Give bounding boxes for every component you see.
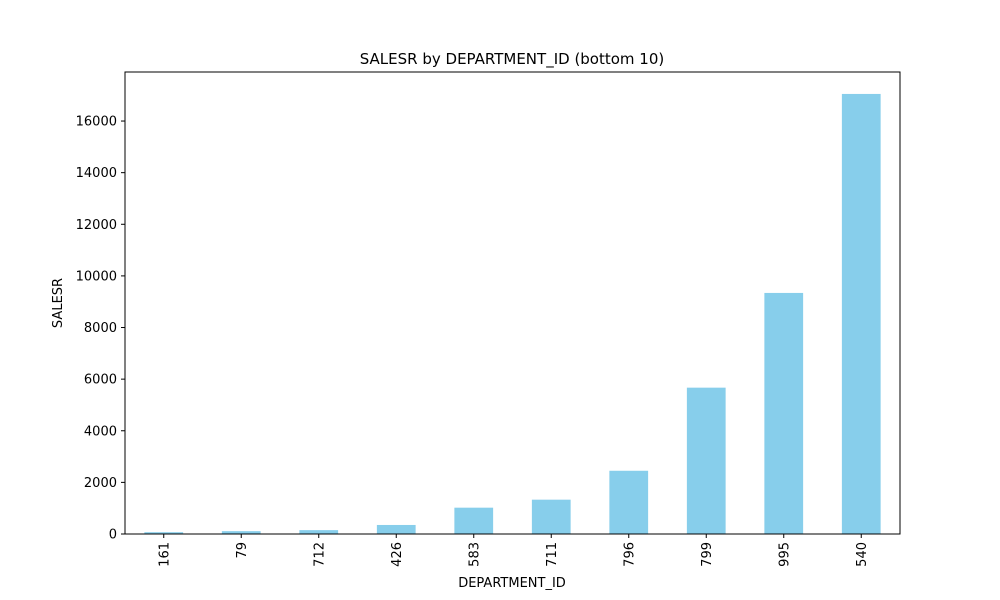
y-tick-label: 14000 bbox=[76, 166, 117, 181]
plot-frame bbox=[124, 71, 901, 535]
y-axis-label: SALESR bbox=[51, 278, 66, 328]
y-tick-label: 12000 bbox=[76, 218, 117, 233]
bar bbox=[609, 470, 649, 534]
chart-title: SALESR by DEPARTMENT_ID (bottom 10) bbox=[360, 50, 665, 69]
y-tick-label: 10000 bbox=[76, 269, 117, 284]
plot-area: 0 2000 4000 6000 8000 10000 12000 14000 16000 161… bbox=[76, 71, 901, 567]
bar bbox=[376, 524, 416, 534]
y-tick-label: 4000 bbox=[84, 424, 117, 439]
y-tick-label: 2000 bbox=[84, 476, 117, 491]
y-tick-label: 6000 bbox=[84, 373, 117, 388]
x-tick-label: 583 bbox=[467, 542, 482, 567]
x-tick-label: 79 bbox=[235, 542, 250, 559]
y-tick-label: 8000 bbox=[84, 321, 117, 336]
x-tick-label: 426 bbox=[390, 542, 405, 567]
x-tick-label: 712 bbox=[312, 542, 327, 567]
x-tick-label: 799 bbox=[700, 542, 715, 567]
bar bbox=[299, 530, 339, 534]
x-tick-label: 995 bbox=[777, 542, 792, 567]
y-tick-label: 16000 bbox=[76, 115, 117, 130]
x-tick-label: 161 bbox=[157, 542, 172, 567]
bar bbox=[686, 387, 726, 534]
x-tick-label: 540 bbox=[855, 542, 870, 567]
bar bbox=[454, 507, 494, 534]
y-tick-label: 0 bbox=[109, 528, 117, 543]
bar bbox=[764, 292, 804, 534]
x-tick-label: 796 bbox=[622, 542, 637, 567]
bar bbox=[841, 93, 881, 535]
x-axis-label: DEPARTMENT_ID bbox=[458, 576, 566, 591]
bar bbox=[221, 531, 261, 534]
bar bbox=[144, 532, 184, 534]
x-tick-label: 711 bbox=[545, 542, 560, 567]
bar bbox=[531, 499, 571, 534]
